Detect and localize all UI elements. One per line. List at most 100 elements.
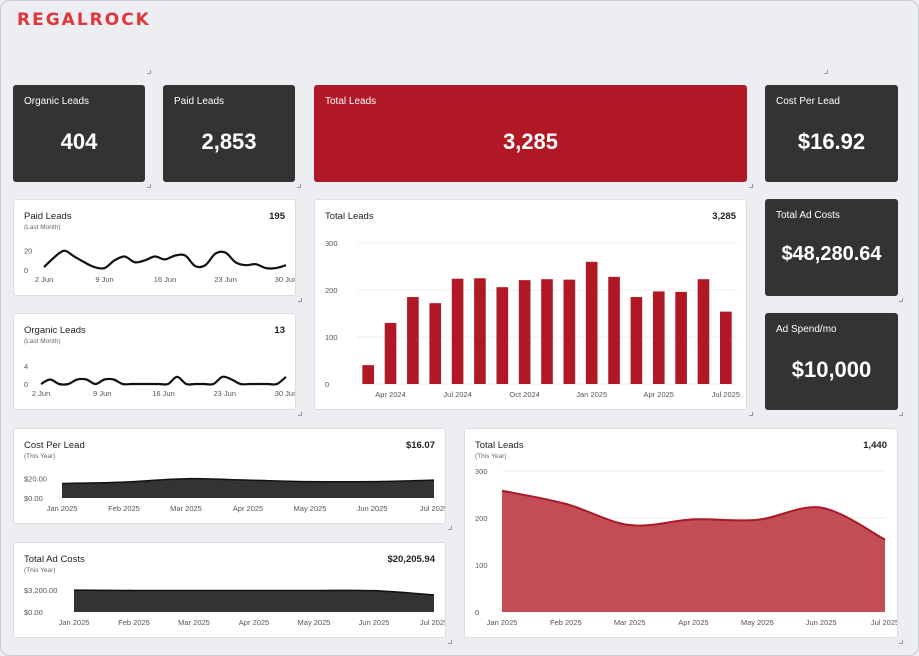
y-tick-label: 200 (325, 286, 338, 295)
x-tick-label: Apr 2025 (644, 390, 674, 399)
chart-title: Paid Leads (24, 211, 72, 222)
chart-title: Cost Per Lead (24, 440, 85, 451)
x-tick-label: 9 Jun (95, 275, 113, 284)
kpi-title: Paid Leads (174, 96, 225, 107)
total-leads-bar-chart-card[interactable]: Total Leads 3,285 300 200 100 0 Apr 2024 Jul … (314, 199, 747, 410)
y-tick-label: 4 (24, 362, 28, 371)
series-line (43, 249, 287, 270)
bar (652, 291, 665, 384)
resize-handle[interactable] (448, 526, 452, 530)
paid-leads-line-chart: 20 0 2 Jun 9 Jun 16 Jun 23 Jun 30 Jun (24, 247, 295, 284)
y-tick-label: 100 (475, 561, 488, 570)
chart-total: 3,285 (712, 211, 736, 222)
resize-handle[interactable] (749, 412, 753, 416)
y-tick-label: 100 (325, 333, 338, 342)
x-tick-label: Apr 2025 (239, 618, 269, 627)
total-ad-costs-area-chart: $3,200.00 $0.00 Jan 2025 Feb 2025 Mar 2025 Ap… (24, 586, 445, 627)
x-tick-label: Mar 2025 (178, 618, 210, 627)
resize-handle[interactable] (899, 298, 903, 302)
series-line (73, 589, 435, 596)
brand-logo[interactable]: REGALROCK (17, 10, 151, 30)
cost-per-lead-chart-card[interactable]: Cost Per Lead (This Year) $16.07 $20.00 $… (13, 428, 446, 524)
chart-title: Organic Leads (24, 325, 86, 336)
x-tick-label: Feb 2025 (550, 618, 582, 627)
kpi-organic-leads[interactable]: Organic Leads 404 (13, 85, 145, 182)
resize-handle[interactable] (147, 184, 151, 188)
y-tick-label: 20 (24, 247, 32, 256)
bar (630, 297, 643, 384)
total-ad-costs-chart-card[interactable]: Total Ad Costs (This Year) $20,205.94 $3… (13, 542, 446, 638)
kpi-title: Organic Leads (24, 96, 90, 107)
x-tick-label: Jul 2024 (443, 390, 471, 399)
organic-leads-chart-card[interactable]: Organic Leads (Last Month) 13 4 0 2 Jun 9 J… (13, 313, 296, 410)
resize-handle[interactable] (448, 640, 452, 644)
bar (451, 278, 464, 384)
chart-title: Total Ad Costs (24, 554, 85, 565)
bar (585, 261, 598, 384)
x-tick-label: Feb 2025 (108, 504, 140, 513)
resize-handle[interactable] (298, 298, 302, 302)
x-tick-label: Feb 2025 (118, 618, 150, 627)
chart-total: 1,440 (863, 440, 887, 451)
x-tick-label: May 2025 (294, 504, 327, 513)
area-fill (62, 478, 434, 498)
x-tick-label: Jun 2025 (806, 618, 837, 627)
x-tick-label: Jul 2025 (712, 390, 740, 399)
chart-total: $20,205.94 (387, 554, 435, 565)
bar (429, 303, 442, 384)
x-tick-label: Jul 2025 (420, 504, 445, 513)
resize-handle[interactable] (298, 412, 302, 416)
x-tick-label: 23 Jun (213, 389, 236, 398)
kpi-title: Total Leads (325, 96, 377, 107)
bar (720, 311, 732, 384)
y-tick-label: $20.00 (24, 475, 47, 484)
paid-leads-chart-card[interactable]: Paid Leads (Last Month) 195 20 0 2 Jun 9 Ju… (13, 199, 296, 296)
x-tick-label: May 2025 (741, 618, 774, 627)
series-line (501, 489, 886, 541)
x-tick-label: 16 Jun (154, 275, 177, 284)
x-tick-label: Jun 2025 (357, 504, 388, 513)
resize-handle[interactable] (899, 640, 903, 644)
area-fill (502, 490, 885, 612)
kpi-total-ad-costs[interactable]: Total Ad Costs $48,280.64 (765, 199, 898, 296)
y-tick-label: 300 (325, 239, 338, 248)
y-tick-label: 0 (24, 266, 28, 275)
resize-handle[interactable] (297, 184, 301, 188)
resize-handle[interactable] (147, 70, 151, 74)
resize-handle[interactable] (824, 70, 828, 74)
kpi-cost-per-lead[interactable]: Cost Per Lead $16.92 (765, 85, 898, 182)
x-tick-label: Apr 2025 (233, 504, 263, 513)
x-tick-label: Mar 2025 (614, 618, 646, 627)
kpi-total-leads[interactable]: Total Leads 3,285 (314, 85, 747, 182)
resize-handle[interactable] (749, 184, 753, 188)
x-tick-label: Jun 2025 (359, 618, 390, 627)
kpi-title: Total Ad Costs (776, 210, 840, 221)
x-tick-label: Apr 2025 (678, 618, 708, 627)
kpi-value: 404 (60, 129, 98, 154)
x-tick-label: Jan 2025 (576, 390, 607, 399)
resize-handle[interactable] (899, 412, 903, 416)
kpi-value: $48,280.64 (781, 243, 882, 265)
series-line (61, 477, 435, 485)
y-tick-label: $0.00 (24, 608, 43, 617)
y-tick-label: 300 (475, 467, 488, 476)
kpi-value: 3,285 (502, 129, 559, 154)
kpi-value: $16.92 (797, 129, 866, 154)
y-tick-label: 0 (24, 380, 28, 389)
bar (675, 291, 687, 384)
kpi-ad-spend[interactable]: Ad Spend/mo $10,000 (765, 313, 898, 410)
total-leads-bar-chart: 300 200 100 0 Apr 2024 Jul 2024 Oct 2024 Jan 20… (325, 239, 740, 399)
total-leads-area-chart-card[interactable]: Total Leads (This Year) 1,440 300 200 100 0… (464, 428, 898, 638)
y-tick-label: 0 (325, 380, 329, 389)
chart-subtitle: (Last Month) (24, 338, 61, 345)
x-tick-label: Jul 2025 (871, 618, 897, 627)
y-tick-label: $3,200.00 (24, 586, 57, 595)
kpi-value: 2,853 (201, 129, 257, 154)
x-tick-label: May 2025 (298, 618, 331, 627)
bar (474, 278, 486, 384)
kpi-paid-leads[interactable]: Paid Leads 2,853 (163, 85, 295, 182)
x-tick-label: Apr 2024 (375, 390, 405, 399)
x-tick-label: 2 Jun (32, 389, 50, 398)
kpi-title: Cost Per Lead (776, 96, 840, 107)
x-tick-label: 2 Jun (35, 275, 53, 284)
